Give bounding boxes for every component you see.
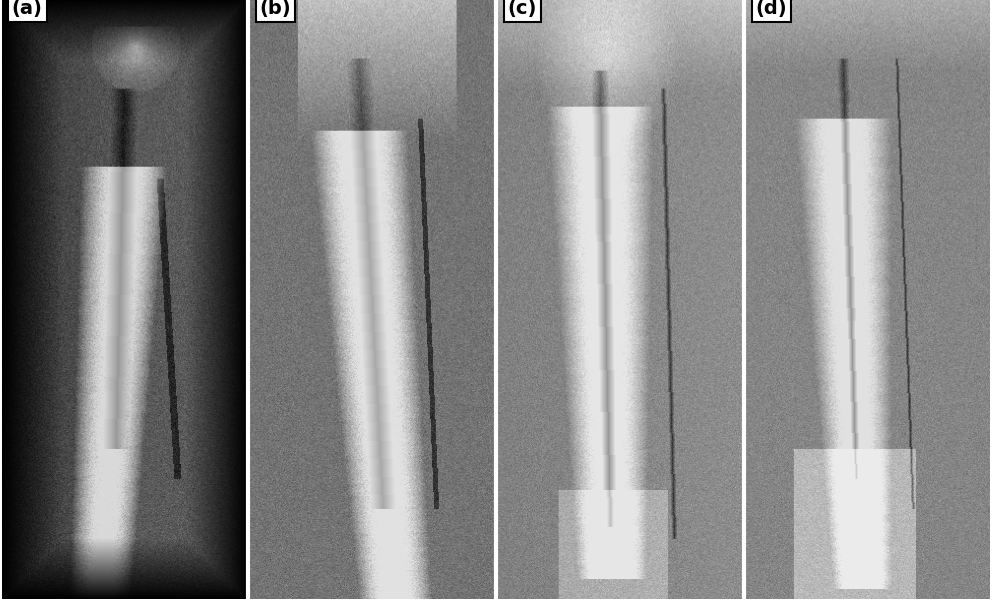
Text: (b): (b): [260, 0, 292, 18]
Text: (c): (c): [508, 0, 537, 18]
Text: (d): (d): [756, 0, 788, 18]
Text: (a): (a): [12, 0, 43, 18]
